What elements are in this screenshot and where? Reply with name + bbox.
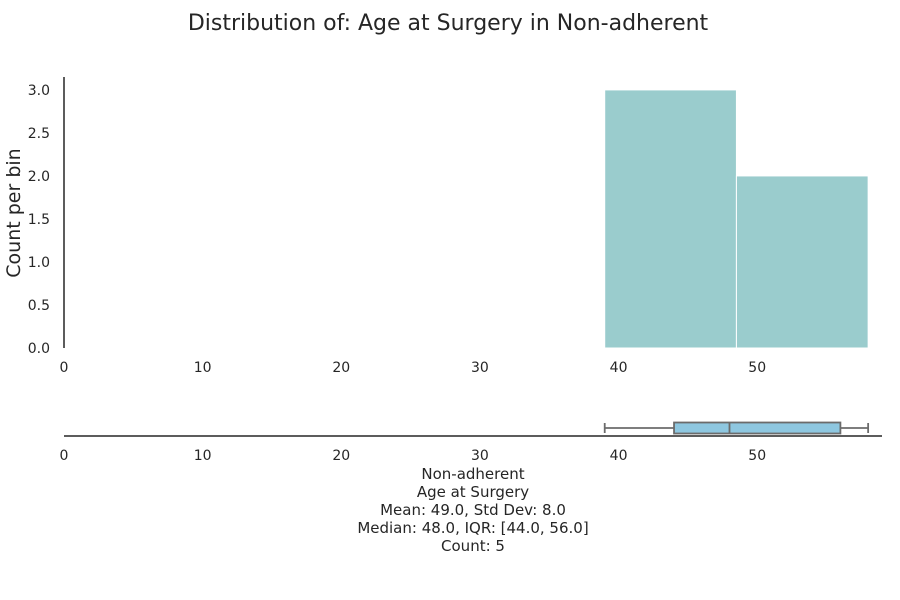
stat-line: Non-adherent (421, 465, 524, 483)
x-tick-label: 40 (610, 360, 628, 376)
y-tick-label: 2.0 (28, 169, 50, 185)
y-tick-label: 0.5 (28, 298, 50, 314)
boxplot-x-tick-labels: 0 10 20 30 40 50 (60, 448, 767, 464)
stat-line: Age at Surgery (417, 483, 529, 501)
x-tick-label: 30 (471, 360, 489, 376)
x-tick-label: 50 (748, 448, 766, 464)
stat-line: Mean: 49.0, Std Dev: 8.0 (380, 501, 566, 519)
y-tick-label: 1.5 (28, 212, 50, 228)
histogram-x-tick-labels: 0 10 20 30 40 50 (60, 360, 767, 376)
stat-line: Median: 48.0, IQR: [44.0, 56.0] (357, 519, 588, 537)
x-tick-label: 0 (60, 360, 69, 376)
histogram-bars (604, 89, 869, 349)
chart-title: Distribution of: Age at Surgery in Non-a… (188, 11, 709, 36)
histogram-bar (604, 89, 737, 349)
x-tick-label: 30 (471, 448, 489, 464)
x-tick-label: 40 (610, 448, 628, 464)
y-tick-label: 0.0 (28, 341, 50, 357)
x-tick-label: 10 (194, 448, 212, 464)
boxplot-box (673, 421, 842, 435)
x-tick-label: 20 (332, 448, 350, 464)
boxplot (603, 421, 870, 435)
x-tick-label: 0 (60, 448, 69, 464)
x-tick-label: 10 (194, 360, 212, 376)
histogram-bar (735, 175, 869, 349)
x-tick-label: 20 (332, 360, 350, 376)
y-tick-label: 1.0 (28, 255, 50, 271)
y-tick-labels: 0.0 0.5 1.0 1.5 2.0 2.5 3.0 (28, 83, 50, 357)
stat-line: Count: 5 (441, 537, 505, 555)
y-tick-label: 2.5 (28, 126, 50, 142)
x-tick-label: 50 (748, 360, 766, 376)
y-tick-label: 3.0 (28, 83, 50, 99)
y-axis-label: Count per bin (3, 148, 25, 277)
